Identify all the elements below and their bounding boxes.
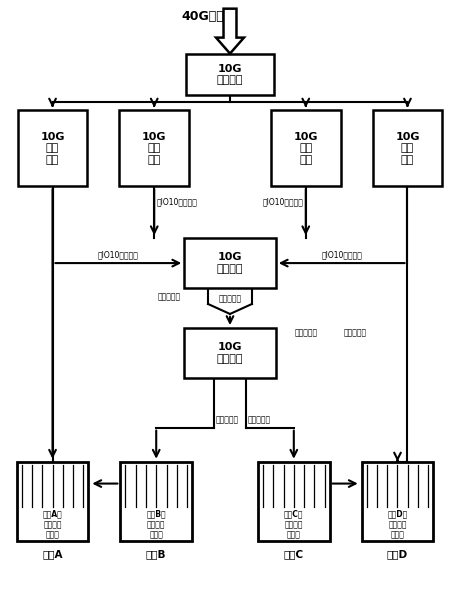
Text: 后IO10个千兆口: 后IO10个千兆口 <box>156 198 196 207</box>
Text: 10G
交换设备: 10G 交换设备 <box>216 64 243 86</box>
Bar <box>257 462 329 541</box>
Text: 10G
交换设备: 10G 交换设备 <box>216 342 243 364</box>
Text: 10G
处理
设备: 10G 处理 设备 <box>40 132 65 165</box>
Text: 若干千兆口: 若干千兆口 <box>343 328 366 337</box>
Text: 40G数据: 40G数据 <box>181 10 224 23</box>
Text: 若干千兆口: 若干千兆口 <box>247 415 270 424</box>
Bar <box>120 462 192 541</box>
Bar <box>372 111 442 186</box>
Bar <box>17 462 88 541</box>
Text: 机架C的
各协议解
析板卡: 机架C的 各协议解 析板卡 <box>284 509 303 539</box>
Text: 10G
处理
设备: 10G 处理 设备 <box>394 132 419 165</box>
Text: 机架B的
各协议解
析板卡: 机架B的 各协议解 析板卡 <box>146 509 166 539</box>
Polygon shape <box>216 9 243 54</box>
Bar <box>270 111 340 186</box>
Bar <box>184 238 275 288</box>
Text: 10G
处理
设备: 10G 处理 设备 <box>142 132 166 165</box>
Bar <box>186 54 273 96</box>
Bar <box>184 328 275 378</box>
Text: 机架A的
各协议解
析板卡: 机架A的 各协议解 析板卡 <box>43 509 62 539</box>
Text: 若干千兆口: 若干千兆口 <box>216 415 239 424</box>
Text: 机架D的
各协议解
析板卡: 机架D的 各协议解 析板卡 <box>386 509 407 539</box>
Text: 机架C: 机架C <box>283 550 303 559</box>
Text: 10G
处理
设备: 10G 处理 设备 <box>293 132 317 165</box>
Text: 后IO10个千兆口: 后IO10个千兆口 <box>320 251 361 260</box>
Text: 后IO10个千兆口: 后IO10个千兆口 <box>263 198 303 207</box>
Text: 机架A: 机架A <box>42 550 62 559</box>
Text: 机架D: 机架D <box>386 550 407 559</box>
Text: 后IO10个千兆口: 后IO10个千兆口 <box>98 251 139 260</box>
Text: 机架B: 机架B <box>146 550 166 559</box>
Text: 四个万兆口: 四个万兆口 <box>218 294 241 304</box>
Text: 若干千兆口: 若干千兆口 <box>294 328 317 337</box>
Bar <box>361 462 432 541</box>
Text: 10G
交换设备: 10G 交换设备 <box>216 252 243 274</box>
Bar <box>17 111 87 186</box>
Text: 若干千兆口: 若干千兆口 <box>158 292 181 301</box>
Bar <box>119 111 189 186</box>
